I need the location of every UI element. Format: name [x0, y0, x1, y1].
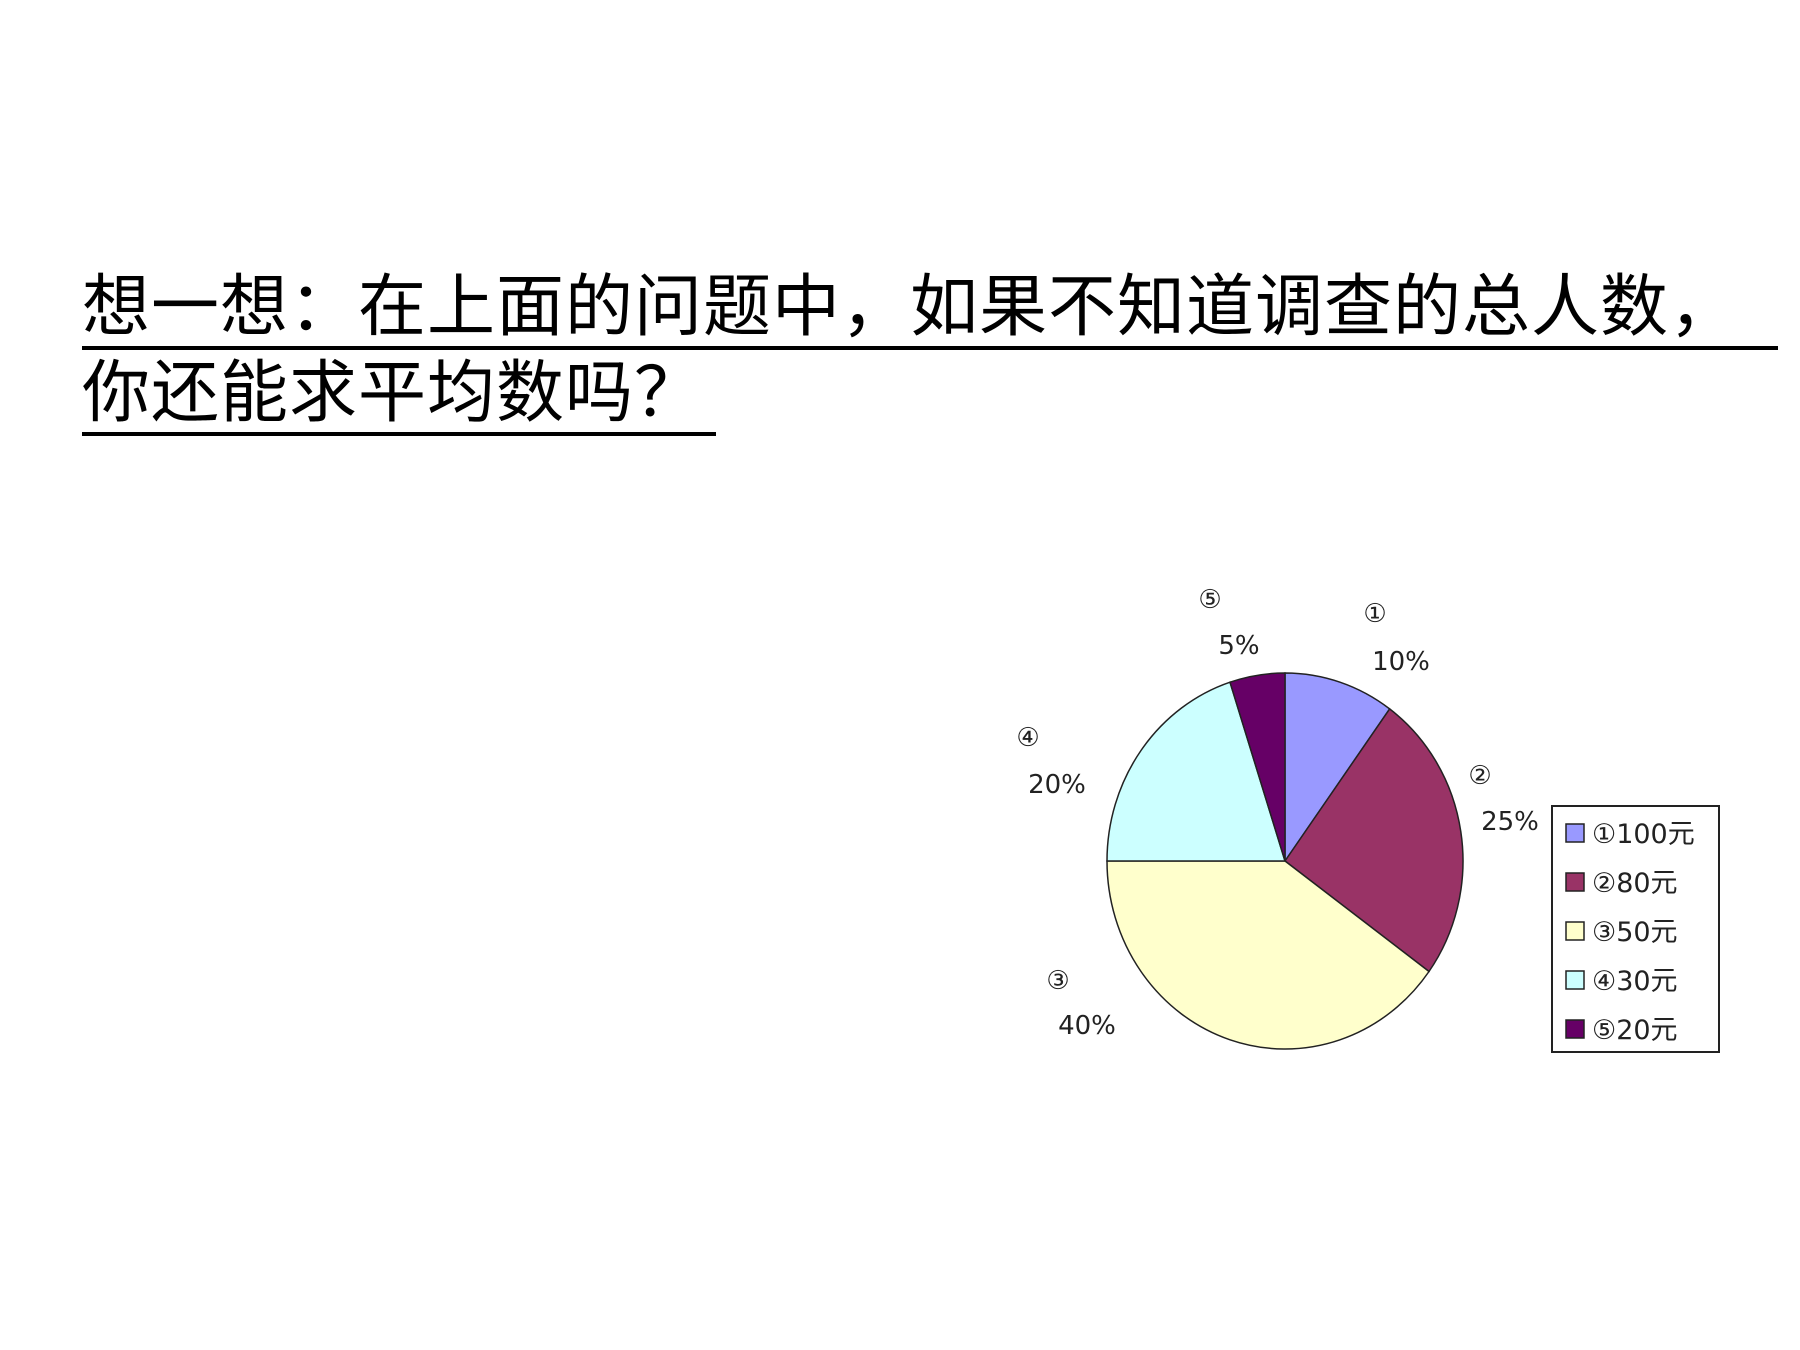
- legend-swatch: [1565, 921, 1585, 941]
- question-line-1: 想一想：在上面的问题中，如果不知道调查的总人数，: [82, 270, 1778, 350]
- legend-entry: ①100元: [1592, 819, 1695, 850]
- legend-box: [1551, 805, 1720, 1053]
- slice-marker-label: ③: [1046, 966, 1069, 996]
- pie-slice: [1284, 672, 1391, 864]
- legend-entry: ⑤20元: [1592, 1015, 1678, 1046]
- legend-entry: ④30元: [1592, 966, 1678, 997]
- slice-marker-label: ⑤: [1198, 585, 1221, 615]
- slice-percent-label: 10%: [1372, 647, 1430, 677]
- legend-swatch: [1565, 970, 1585, 990]
- legend-swatch: [1565, 823, 1585, 843]
- legend-entry: ②80元: [1592, 868, 1678, 899]
- slice-marker-label: ①: [1363, 599, 1386, 629]
- slice-percent-label: 25%: [1481, 807, 1539, 837]
- slice-percent-label: 40%: [1058, 1011, 1116, 1041]
- slice-marker-label: ②: [1468, 761, 1491, 791]
- slice-marker-label: ④: [1016, 723, 1039, 753]
- pie-slice: [1229, 672, 1286, 862]
- pie-slice: [1106, 860, 1431, 1050]
- slice-percent-label: 5%: [1218, 631, 1259, 661]
- pie-slice: [1283, 707, 1464, 973]
- legend-swatch: [1565, 872, 1585, 892]
- question-line-2: 你还能求平均数吗？: [82, 356, 716, 436]
- legend-entry: ③50元: [1592, 917, 1678, 948]
- slice-percent-label: 20%: [1028, 770, 1086, 800]
- pie-slice: [1106, 681, 1287, 862]
- legend-swatch: [1565, 1019, 1585, 1039]
